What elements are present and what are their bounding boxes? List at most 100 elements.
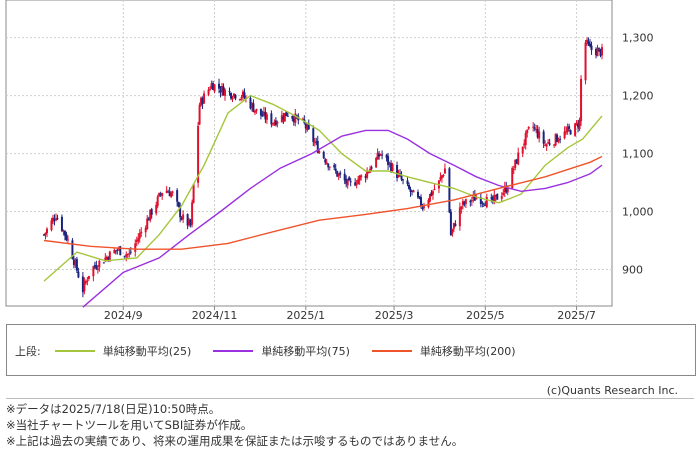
candle-body <box>411 190 414 192</box>
candle-body <box>274 120 277 126</box>
candle-body <box>86 280 89 282</box>
candle-body <box>81 276 84 293</box>
candle-body <box>596 48 599 57</box>
candle-body <box>345 179 348 184</box>
candle-body <box>232 93 235 97</box>
x-axis-ticks: 2024/9 2024/11 2025/1 2025/3 2025/5 2025/7 <box>104 306 596 322</box>
candle-body <box>448 168 451 213</box>
candle-body <box>273 122 276 125</box>
y-axis-ticks: 900 1,000 1,100 1,200 1,300 <box>622 32 654 277</box>
candle-body <box>182 214 185 220</box>
candle-body <box>538 131 541 139</box>
candle-body <box>176 190 179 202</box>
candle-body <box>209 89 212 91</box>
candle-body <box>485 197 488 208</box>
candle-body <box>224 89 227 96</box>
legend-box: 上段: 単純移動平均(25) 単純移動平均(75) 単純移動平均(200) <box>6 324 696 376</box>
candle-body <box>197 125 200 183</box>
candle-body <box>470 199 473 201</box>
candle-body <box>481 202 484 204</box>
candle-body <box>565 131 568 133</box>
candle-body <box>66 239 69 241</box>
candle-body <box>601 47 603 56</box>
candle-body <box>134 243 137 252</box>
candle-body <box>283 113 286 122</box>
candle-body <box>250 103 253 108</box>
candle-body <box>123 255 126 257</box>
candle-body <box>188 219 191 226</box>
candle-body <box>473 195 476 201</box>
candle-body <box>451 229 454 234</box>
candle-body <box>491 196 494 202</box>
candle-body <box>512 168 515 170</box>
candle-body <box>587 41 590 44</box>
candle-body <box>337 173 340 176</box>
candle-body <box>167 191 170 193</box>
candle-body <box>262 111 265 116</box>
candle-body <box>105 256 108 260</box>
candle-body <box>578 119 581 130</box>
candle-body <box>137 238 140 242</box>
candle-body <box>65 234 68 240</box>
candle-body <box>431 191 434 195</box>
candle-body <box>575 122 578 124</box>
candle-body <box>533 127 536 129</box>
candle-body <box>315 141 318 143</box>
candle-body <box>461 200 464 206</box>
candle-body <box>156 196 159 206</box>
candle-body <box>264 112 267 120</box>
candle-body <box>402 179 405 181</box>
candle-body <box>370 167 373 169</box>
candle-body <box>427 200 430 208</box>
candle-body <box>238 99 241 101</box>
candle-body <box>140 231 143 234</box>
candle-body <box>422 206 425 208</box>
candle-body <box>515 159 518 164</box>
candle-body <box>586 39 589 43</box>
candle-body <box>569 130 572 135</box>
candlesticks <box>43 37 603 298</box>
candle-body <box>249 97 252 109</box>
y-tick-label: 1,200 <box>622 90 654 103</box>
candle-body <box>460 206 463 209</box>
candle-body <box>598 47 601 49</box>
candle-body <box>557 140 560 142</box>
candle-body <box>339 172 342 175</box>
candle-body <box>170 192 173 197</box>
note-line: ※当社チャートツールを用いてSBI証券が作成。 <box>6 418 253 432</box>
candle-body <box>306 125 309 131</box>
copyright-text: (c)Quants Research Inc. <box>546 384 678 397</box>
legend-item-ma75: 単純移動平均(75) <box>213 343 350 359</box>
candle-body <box>449 211 452 235</box>
ma200-line <box>43 155 603 250</box>
candle-body <box>418 196 421 198</box>
candle-body <box>107 257 110 261</box>
candle-body <box>259 108 262 116</box>
candle-body <box>388 162 391 164</box>
candle-body <box>500 196 503 199</box>
candle-body <box>168 191 171 197</box>
candle-body <box>126 253 129 255</box>
candle-body <box>458 207 461 227</box>
y-tick-label: 1,100 <box>622 148 654 161</box>
candle-body <box>43 234 45 236</box>
candle-body <box>554 133 557 146</box>
candle-body <box>213 84 216 92</box>
y-tick-label: 1,300 <box>622 32 654 45</box>
candle-body <box>517 152 520 165</box>
candle-body <box>348 177 351 181</box>
candle-body <box>253 110 256 113</box>
disclaimer-notes: ※データは2025/7/18(日足)10:50時点。 ※当社チャートツールを用い… <box>6 398 694 449</box>
candle-body <box>506 187 509 193</box>
candle-body <box>397 173 400 178</box>
candle-body <box>231 98 234 100</box>
candle-body <box>442 175 445 177</box>
candle-body <box>189 219 192 226</box>
candle-body <box>241 91 244 97</box>
x-tick-label: 2025/7 <box>557 309 596 322</box>
candle-body <box>378 154 381 157</box>
candle-body <box>354 182 357 186</box>
candle-body <box>524 133 527 145</box>
candle-body <box>527 126 530 129</box>
